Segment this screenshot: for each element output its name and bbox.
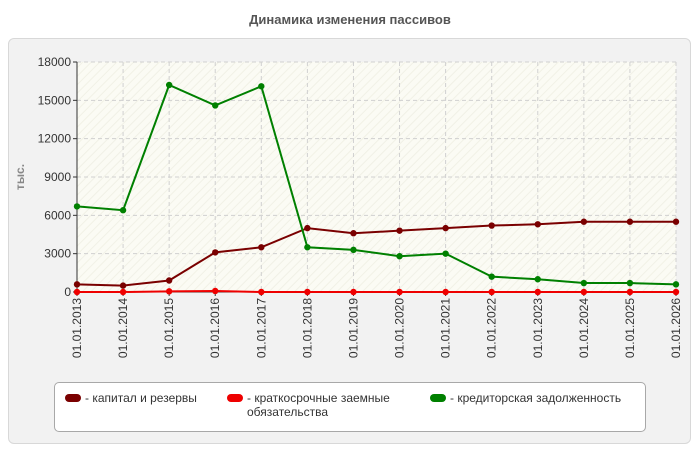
y-tick-label: 9000	[44, 170, 71, 184]
y-tick-label: 0	[64, 285, 71, 299]
legend: - капитал и резервы - краткосрочные заем…	[54, 382, 646, 432]
data-point	[350, 230, 357, 237]
x-tick-labels: 01.01.2013 01.01.2014 01.01.2015 01.01.2016…	[70, 292, 683, 358]
y-tick-label: 18000	[38, 55, 72, 69]
data-point	[442, 250, 449, 257]
data-point	[534, 276, 541, 283]
data-point	[442, 288, 449, 296]
y-axis-label: тыс.	[13, 164, 27, 190]
series-2	[73, 81, 680, 288]
x-tick-label: 01.01.2026	[669, 298, 683, 358]
data-point	[672, 281, 680, 288]
series-1	[73, 287, 680, 296]
y-tick-label: 6000	[44, 208, 71, 222]
legend-label-payables: - кредиторская задолженность	[450, 391, 622, 405]
legend-label-short-term-loans: - краткосрочные заемные обязательства	[247, 391, 390, 419]
x-tick-label: 01.01.2017	[254, 298, 268, 358]
data-point	[442, 224, 449, 232]
data-point	[73, 288, 81, 296]
data-point	[488, 273, 495, 280]
legend-swatch-capital	[65, 394, 81, 402]
x-tick-label: 01.01.2018	[300, 298, 314, 358]
data-point	[258, 288, 265, 296]
data-point	[119, 282, 127, 289]
data-point	[534, 288, 541, 296]
data-point	[396, 288, 403, 296]
data-point	[580, 279, 588, 287]
series-line	[76, 220, 676, 287]
data-point	[350, 288, 357, 296]
data-point	[304, 244, 311, 251]
data-point	[488, 288, 495, 296]
data-point	[73, 203, 81, 210]
x-tick-label: 01.01.2021	[439, 298, 453, 358]
legend-item-capital: - капитал и резервы	[65, 391, 215, 405]
x-tick-label: 01.01.2025	[623, 298, 637, 358]
plot-area	[77, 62, 676, 292]
data-point	[165, 81, 173, 89]
data-point	[396, 227, 403, 234]
data-point	[73, 281, 81, 288]
data-point	[212, 249, 219, 256]
series-lines	[73, 81, 680, 296]
data-point	[672, 288, 680, 296]
legend-swatch-payables	[430, 394, 446, 402]
data-point	[212, 102, 219, 109]
data-point	[534, 221, 541, 228]
data-point	[165, 277, 173, 284]
x-tick-label: 01.01.2020	[393, 298, 407, 358]
legend-item-short-term-loans: - краткосрочные заемные обязательства	[227, 391, 417, 419]
x-tick-label: 01.01.2022	[485, 298, 499, 358]
data-point	[580, 218, 588, 225]
y-tick-label: 3000	[44, 247, 71, 261]
data-point	[304, 224, 311, 232]
x-tick-label: 01.01.2016	[208, 298, 222, 358]
x-tick-label: 01.01.2013	[70, 298, 84, 358]
data-point	[258, 83, 265, 90]
data-point	[626, 288, 634, 296]
x-tick-label: 01.01.2023	[531, 298, 545, 358]
data-point	[258, 244, 265, 251]
data-point	[580, 288, 588, 296]
data-point	[304, 288, 311, 296]
data-point	[672, 218, 680, 225]
data-point	[488, 222, 495, 229]
x-tick-label: 01.01.2019	[346, 298, 360, 358]
data-point	[350, 246, 357, 254]
series-line	[76, 83, 677, 286]
legend-item-payables: - кредиторская задолженность	[430, 391, 642, 405]
y-tick-labels: 0 3000 6000 9000 12000 15000 18000	[38, 55, 77, 299]
x-tick-label: 01.01.2024	[577, 298, 591, 358]
series-line	[77, 289, 676, 293]
series-0	[73, 218, 680, 289]
data-point	[165, 288, 173, 295]
x-tick-label: 01.01.2015	[162, 298, 176, 358]
y-tick-label: 12000	[38, 132, 72, 146]
data-point	[119, 288, 127, 296]
x-tick-label: 01.01.2014	[116, 298, 130, 358]
data-point	[626, 279, 634, 287]
legend-label-capital: - капитал и резервы	[85, 391, 197, 405]
data-point	[119, 207, 127, 214]
y-tick-label: 15000	[38, 93, 72, 107]
data-point	[396, 253, 403, 260]
legend-swatch-short-term-loans	[227, 394, 243, 402]
data-point	[626, 218, 634, 225]
data-point	[212, 287, 219, 295]
chart-title: Динамика изменения пассивов	[249, 12, 451, 27]
